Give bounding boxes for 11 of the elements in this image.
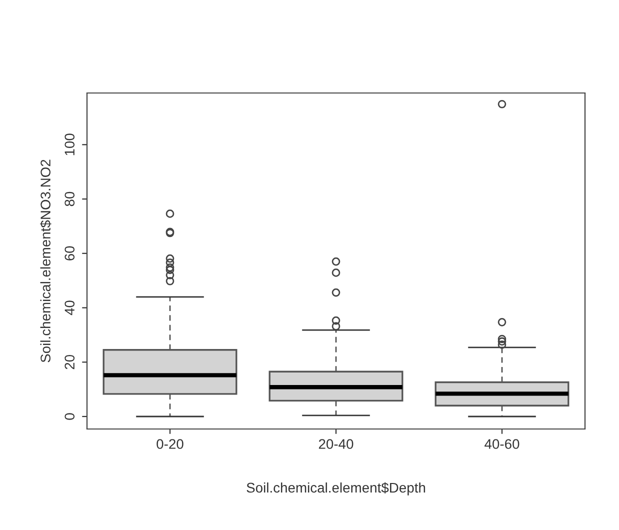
y-tick-label: 80 bbox=[64, 192, 75, 206]
y-tick-label: 20 bbox=[64, 354, 75, 370]
y-tick-label: 100 bbox=[64, 134, 75, 156]
x-tick-label: 0-20 bbox=[156, 439, 184, 449]
y-tick-label: 60 bbox=[64, 246, 75, 260]
x-axis-title: Soil.chemical.element$Depth bbox=[246, 482, 426, 496]
y-tick-label: 40 bbox=[64, 300, 75, 316]
x-tick-label: 40-60 bbox=[484, 439, 520, 449]
y-tick-label: 0 bbox=[64, 413, 75, 420]
x-tick-label: 20-40 bbox=[318, 439, 354, 449]
y-axis-title: Soil.chemical.element$NO3.NO2 bbox=[40, 160, 52, 362]
